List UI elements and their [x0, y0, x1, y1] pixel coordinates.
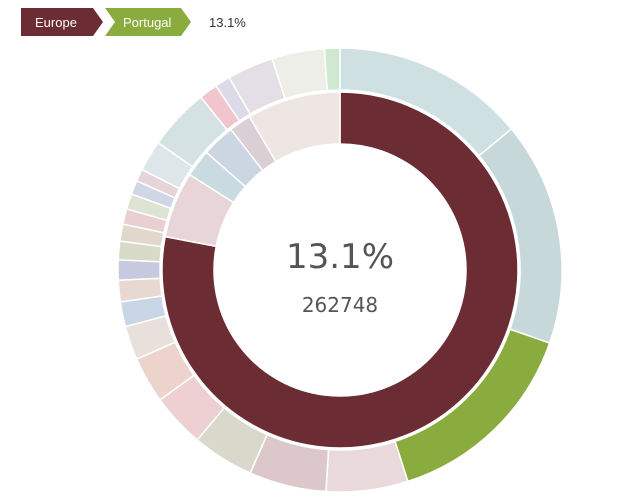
- outer-ring: [117, 47, 563, 493]
- breadcrumb-portugal[interactable]: Portugal: [105, 8, 191, 36]
- outer-ring-segment-24[interactable]: [323, 47, 341, 92]
- breadcrumb-europe[interactable]: Europe: [21, 8, 103, 36]
- breadcrumb-current-value: 13.1%: [209, 14, 246, 30]
- inner-ring-segment-5[interactable]: [248, 91, 341, 163]
- inner-ring: [161, 91, 519, 449]
- inner-ring-europe[interactable]: [161, 91, 519, 449]
- outer-ring-segment-11[interactable]: [117, 259, 161, 281]
- center-percentage: 13.1%: [286, 237, 394, 277]
- breadcrumb-europe-label: Europe: [35, 14, 77, 30]
- center-value: 262748: [302, 293, 378, 317]
- outer-ring-segment-3[interactable]: [325, 440, 409, 493]
- breadcrumb: Europe Portugal 13.1%: [21, 8, 246, 36]
- breadcrumb-portugal-label: Portugal: [123, 14, 172, 30]
